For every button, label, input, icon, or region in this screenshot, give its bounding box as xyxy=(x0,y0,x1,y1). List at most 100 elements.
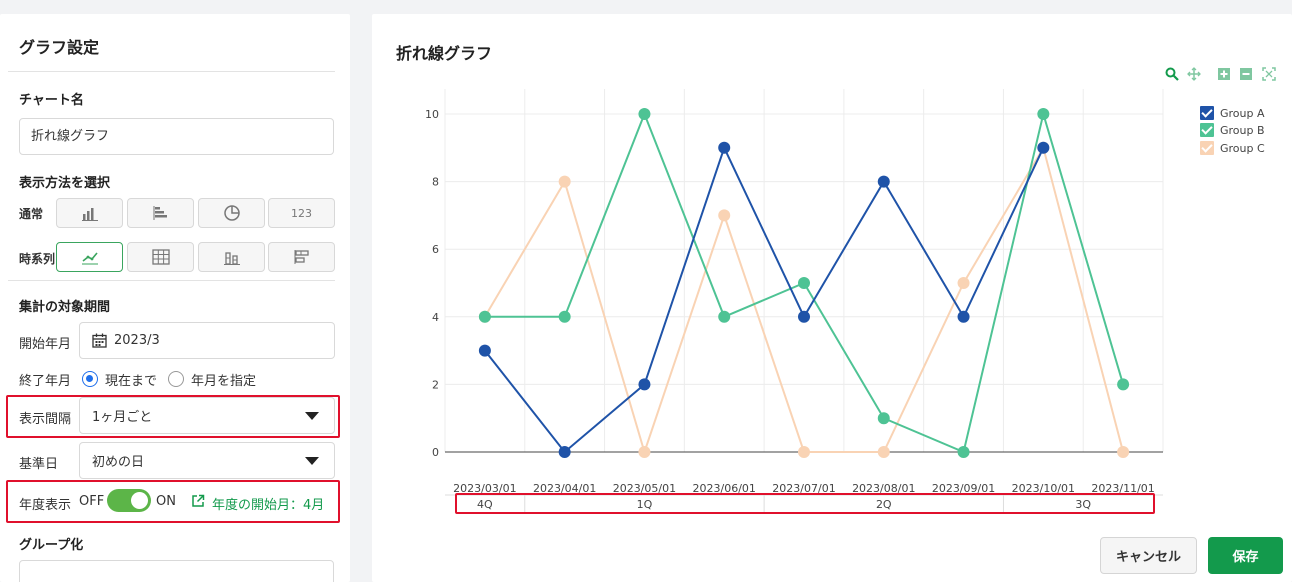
start-month-value: 2023/3 xyxy=(114,333,160,348)
data-point xyxy=(957,310,970,323)
normal-row-label: 通常 xyxy=(19,207,44,221)
chart-panel: 折れ線グラフ xyxy=(372,14,1292,582)
line-chart-mode-button[interactable] xyxy=(56,242,123,272)
chart-name-label: チャート名 xyxy=(19,93,84,108)
chart-name-input[interactable]: 折れ線グラフ xyxy=(19,118,334,155)
reset-zoom-icon[interactable] xyxy=(1262,67,1276,81)
zoom-out-icon[interactable] xyxy=(1239,67,1253,81)
data-point xyxy=(718,310,731,323)
group-label: グループ化 xyxy=(19,538,84,553)
fiscal-on-label: ON xyxy=(156,494,176,509)
y-tick-label: 4 xyxy=(432,311,439,324)
x-tick-label: 2023/10/01 xyxy=(1012,482,1075,495)
data-point xyxy=(798,277,810,289)
quarter-label: 1Q xyxy=(637,498,653,511)
data-point xyxy=(877,446,890,458)
base-date-select[interactable]: 初めの日 xyxy=(79,442,335,479)
data-point xyxy=(877,412,890,425)
y-tick-label: 6 xyxy=(432,243,439,256)
data-point xyxy=(798,310,810,323)
x-tick-label: 2023/07/01 xyxy=(772,482,835,495)
series-line-group-c xyxy=(484,145,1125,456)
series-line-group-a xyxy=(484,145,1045,454)
fiscal-toggle[interactable] xyxy=(107,489,151,512)
stacked-horizontal-mode-button[interactable] xyxy=(268,242,335,272)
divider xyxy=(8,71,335,72)
data-point xyxy=(638,378,651,391)
data-point xyxy=(1037,141,1050,154)
external-link-icon[interactable] xyxy=(191,494,205,508)
horizontal-bar-icon xyxy=(153,206,167,220)
highlight-fiscal xyxy=(6,480,340,523)
interval-value: 1ヶ月ごと xyxy=(92,410,153,425)
base-date-label: 基準日 xyxy=(19,457,59,472)
divider xyxy=(8,280,335,281)
data-point xyxy=(478,310,491,323)
table-mode-button[interactable] xyxy=(127,242,194,272)
data-point xyxy=(718,209,731,222)
legend-item-group-b[interactable]: Group B xyxy=(1200,123,1265,137)
legend-label: Group B xyxy=(1220,123,1265,137)
fiscal-start-link[interactable]: 年度の開始月：4月 xyxy=(212,498,325,513)
pie-chart-icon xyxy=(223,205,240,221)
x-tick-label: 2023/09/01 xyxy=(932,482,995,495)
save-button[interactable]: 保存 xyxy=(1208,537,1283,574)
cancel-button[interactable]: キャンセル xyxy=(1100,537,1197,574)
pie-chart-mode-button[interactable] xyxy=(198,198,265,228)
fiscal-label: 年度表示 xyxy=(19,498,72,513)
legend-item-group-a[interactable]: Group A xyxy=(1200,106,1265,120)
data-point xyxy=(558,446,571,458)
stacked-horizontal-icon xyxy=(294,250,309,264)
data-point xyxy=(638,446,651,458)
legend-item-group-c[interactable]: Group C xyxy=(1200,141,1265,155)
pan-icon[interactable] xyxy=(1187,67,1201,81)
timeseries-row-label: 時系列 xyxy=(19,252,56,266)
start-month-input[interactable]: 2023/3 xyxy=(79,322,335,359)
y-tick-label: 0 xyxy=(432,446,439,459)
x-tick-label: 2023/03/01 xyxy=(453,482,516,495)
zoom-in-icon[interactable] xyxy=(1217,67,1231,81)
highlight-quarters xyxy=(455,493,1155,514)
end-month-label: 終了年月 xyxy=(19,374,72,389)
display-method-label: 表示方法を選択 xyxy=(19,176,111,191)
chart-title: 折れ線グラフ xyxy=(396,44,493,63)
data-point xyxy=(1037,108,1050,120)
highlight-interval xyxy=(6,395,340,438)
end-specify-label[interactable]: 年月を指定 xyxy=(191,374,257,389)
data-point xyxy=(558,175,571,188)
interval-select[interactable]: 1ヶ月ごと xyxy=(79,397,335,434)
checkbox-icon xyxy=(1200,106,1214,120)
fiscal-off-label: OFF xyxy=(79,494,105,509)
horizontal-bar-mode-button[interactable] xyxy=(127,198,194,228)
y-tick-label: 10 xyxy=(425,108,439,121)
stacked-bar-mode-button[interactable] xyxy=(198,242,265,272)
x-tick-label: 2023/04/01 xyxy=(533,482,596,495)
data-point xyxy=(558,310,571,323)
x-tick-label: 2023/11/01 xyxy=(1091,482,1154,495)
x-tick-label: 2023/06/01 xyxy=(693,482,756,495)
y-tick-label: 8 xyxy=(432,176,439,189)
group-input[interactable] xyxy=(19,560,334,582)
y-tick-label: 2 xyxy=(432,378,439,391)
legend-label: Group A xyxy=(1220,106,1265,120)
quarter-label: 3Q xyxy=(1075,498,1091,511)
data-point xyxy=(798,446,810,458)
bar-chart-mode-button[interactable] xyxy=(56,198,123,228)
data-point xyxy=(718,141,731,154)
end-specify-radio[interactable] xyxy=(168,371,184,387)
data-point xyxy=(638,108,651,120)
settings-panel xyxy=(0,14,350,582)
base-date-value: 初めの日 xyxy=(92,455,145,470)
start-month-label: 開始年月 xyxy=(19,337,72,352)
data-point xyxy=(957,446,970,458)
quarter-label: 4Q xyxy=(477,498,493,511)
end-current-radio[interactable] xyxy=(82,371,98,387)
end-current-label[interactable]: 現在まで xyxy=(105,374,158,389)
data-point xyxy=(1117,446,1130,458)
data-point xyxy=(877,175,890,188)
calendar-icon xyxy=(92,333,107,348)
number-mode-button[interactable]: 123 xyxy=(268,198,335,228)
data-point xyxy=(478,344,491,357)
zoom-icon[interactable] xyxy=(1165,67,1179,81)
